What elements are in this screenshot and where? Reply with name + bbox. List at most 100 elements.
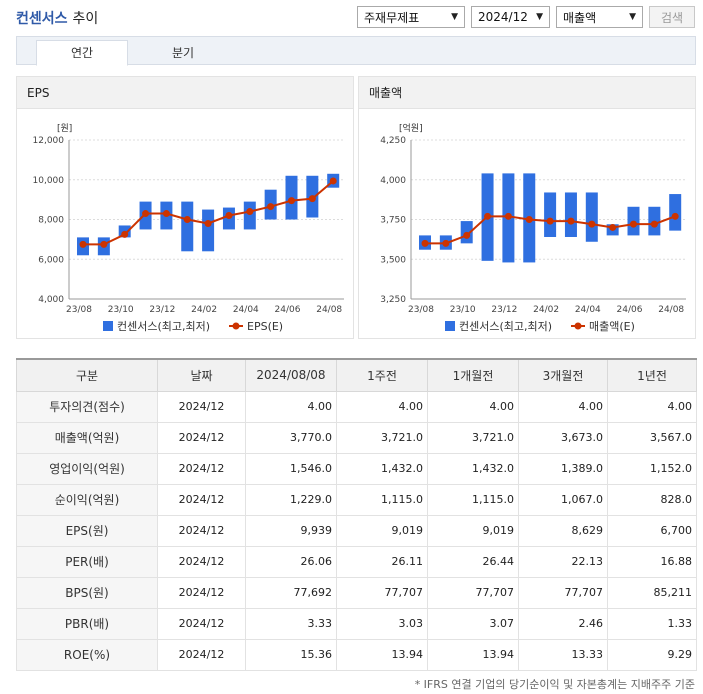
estimate-point [442,239,450,247]
range-bar [544,192,557,237]
estimate-point [421,239,429,247]
row-value: 4.00 [427,390,519,423]
table-row: PER(배) 2024/12 26.06 26.11 26.44 22.13 16.88 [16,545,697,578]
estimate-point [525,216,533,223]
legend-line-label: 매출액(E) [589,320,635,333]
footnote: * IFRS 연결 기업의 당기순이익 및 자본총계는 지배주주 기준 [414,678,695,691]
row-value: 9,939 [245,514,337,547]
row-value: 13.33 [518,638,608,671]
estimate-point [308,195,316,203]
row-value: 9,019 [427,514,519,547]
row-value: 13.94 [427,638,519,671]
row-value: 77,707 [336,576,428,609]
chevron-down-icon: ▼ [451,12,458,22]
estimate-point [225,212,233,220]
row-value: 3.03 [336,607,428,640]
row-value: 3,770.0 [245,421,337,454]
filter-controls: 주재무제표 ▼ 2024/12 ▼ 매출액 ▼ 검색 [357,6,695,28]
row-value: 1,067.0 [518,483,608,516]
row-value: 9,019 [336,514,428,547]
row-value: 4.00 [518,390,608,423]
row-date: 2024/12 [157,390,246,423]
estimate-point [650,220,658,228]
col-header-1m: 1개월전 [427,358,519,392]
row-date: 2024/12 [157,638,246,671]
table-row: 매출액(억원) 2024/12 3,770.0 3,721.0 3,721.0 3,673… [16,421,697,454]
search-button[interactable]: 검색 [649,6,695,28]
col-header-category: 구분 [16,358,158,392]
estimate-point [463,231,471,239]
table-header-row: 구분 날짜 2024/08/08 1주전 1개월전 3개월전 1년전 [16,358,697,392]
x-tick-label: 24/02 [533,305,559,315]
legend-bar-label: 컨센서스(최고,최저) [459,320,552,333]
estimate-point [329,177,337,185]
row-value: 16.88 [607,545,697,578]
table-row: PBR(배) 2024/12 3.33 3.03 3.07 2.46 1.33 [16,607,697,640]
row-value: 3.33 [245,607,337,640]
row-value: 4.00 [336,390,428,423]
estimate-point [630,220,637,228]
col-header-1y: 1년전 [607,358,697,392]
y-tick-label: 6,000 [38,255,64,265]
statement-type-value: 주재무제표 [364,10,420,25]
row-value: 1,389.0 [518,452,608,485]
x-tick-label: 24/08 [658,305,684,315]
period-value: 2024/12 [478,10,528,24]
row-date: 2024/12 [157,545,246,578]
row-value: 4.00 [245,390,337,423]
row-value: 3,567.0 [607,421,697,454]
y-tick-label: 8,000 [38,216,64,226]
estimate-point [504,212,512,220]
row-value: 6,700 [607,514,697,547]
row-label: PBR(배) [16,607,158,640]
row-value: 1,229.0 [245,483,337,516]
legend-bar-swatch [103,321,113,331]
row-label: 순이익(억원) [16,483,158,516]
metric-select[interactable]: 매출액 ▼ [556,6,643,28]
x-tick-label: 24/04 [233,305,259,315]
y-tick-label: 12,000 [33,136,65,146]
row-date: 2024/12 [157,514,246,547]
legend-bar-swatch [445,321,455,331]
row-value: 3.07 [427,607,519,640]
row-date: 2024/12 [157,452,246,485]
estimate-point [588,220,596,228]
x-tick-label: 23/10 [108,305,134,315]
range-bar [585,192,598,242]
metric-value: 매출액 [563,10,597,25]
row-value: 1.33 [607,607,697,640]
estimate-point [246,208,254,216]
period-select[interactable]: 2024/12 ▼ [471,6,550,28]
x-tick-label: 23/10 [450,305,476,315]
row-value: 85,211 [607,576,697,609]
estimate-point [267,203,275,211]
row-value: 26.44 [427,545,519,578]
estimate-point [567,217,575,225]
x-tick-label: 23/12 [491,305,517,315]
period-tabs: 연간 분기 [16,36,696,66]
y-tick-label: 4,000 [380,176,406,186]
row-value: 2.46 [518,607,608,640]
tab-annual[interactable]: 연간 [36,40,128,66]
title-brand: 컨센서스 [16,11,68,27]
sales-chart-panel: 매출액 [억원] 4,250 4,000 3,750 3,500 3,250 23/08 23… [358,76,696,339]
row-value: 1,432.0 [427,452,519,485]
row-label: ROE(%) [16,638,158,671]
y-tick-label: 4,250 [380,136,406,146]
row-value: 13.94 [336,638,428,671]
x-tick-label: 23/12 [149,305,175,315]
y-tick-label: 10,000 [33,176,65,186]
tab-quarterly[interactable]: 분기 [171,46,195,60]
row-value: 1,546.0 [245,452,337,485]
table-row: 투자의견(점수) 2024/12 4.00 4.00 4.00 4.00 4.00 [16,390,697,423]
row-value: 8,629 [518,514,608,547]
x-tick-label: 24/02 [191,305,217,315]
statement-type-select[interactable]: 주재무제표 ▼ [357,6,465,28]
estimate-point [288,197,295,205]
row-date: 2024/12 [157,483,246,516]
range-bar [669,194,682,231]
estimate-point [204,219,212,227]
row-value: 828.0 [607,483,697,516]
